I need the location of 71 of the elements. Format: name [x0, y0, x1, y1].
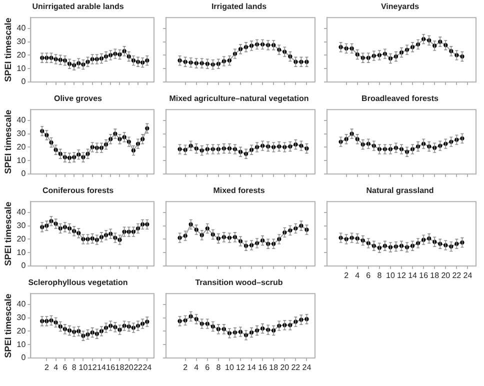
y-tick-label: 10 [16, 340, 26, 349]
chart-title: Broadleaved forests [362, 94, 440, 104]
chart-title: Sclerophyllous vegetation [28, 278, 128, 288]
y-tick-label: 30 [16, 36, 26, 46]
x-tick-label: 10 [78, 363, 88, 372]
y-tick-label: 30 [16, 220, 26, 230]
x-tick-label: 8 [72, 363, 77, 372]
y-tick-label: 10 [16, 156, 26, 165]
chart-title: Unirrigated arable lands [32, 2, 124, 12]
y-tick-label: 10 [16, 64, 26, 73]
x-tick-label: 14 [97, 363, 106, 372]
x-tick-label: 8 [216, 363, 222, 372]
chart-title: Natural grassland [366, 186, 434, 196]
y-axis-title: SPEI timescale [2, 294, 13, 358]
chart-title: Coniferous forests [42, 186, 114, 196]
x-tick-label: 18 [430, 271, 440, 280]
x-tick-label: 10 [386, 271, 396, 280]
x-tick-label: 16 [419, 271, 429, 280]
x-tick-label: 20 [124, 363, 134, 372]
x-tick-label: 6 [366, 271, 372, 280]
y-tick-label: 40 [16, 300, 26, 309]
x-tick-label: 6 [62, 363, 68, 372]
x-tick-label: 18 [269, 363, 279, 372]
chart-title: Vineyards [380, 2, 420, 12]
x-tick-label: 2 [344, 271, 350, 280]
x-tick-label: 12 [236, 363, 246, 372]
y-tick-label: 20 [16, 142, 26, 152]
x-tick-label: 4 [194, 363, 200, 372]
y-tick-label: 0 [21, 353, 26, 362]
x-tick-label: 2 [183, 363, 188, 372]
x-tick-label: 12 [397, 271, 406, 280]
y-axis-title: SPEI timescale [2, 18, 13, 82]
chart-title: Transition wood–scrub [195, 278, 283, 288]
x-tick-label: 24 [463, 271, 473, 280]
x-tick-label: 6 [205, 363, 210, 372]
chart-title: Mixed agriculture–natural vegetation [169, 94, 309, 104]
x-tick-label: 20 [280, 363, 290, 372]
x-tick-label: 14 [247, 363, 257, 372]
y-tick-label: 20 [16, 326, 26, 336]
y-tick-label: 20 [16, 234, 26, 244]
y-tick-label: 10 [16, 248, 26, 257]
x-tick-label: 10 [225, 363, 234, 372]
x-tick-label: 24 [142, 363, 152, 372]
y-tick-label: 40 [16, 24, 26, 33]
y-tick-label: 40 [16, 208, 26, 217]
x-tick-label: 12 [88, 363, 98, 372]
x-tick-label: 20 [441, 271, 451, 280]
x-tick-label: 22 [134, 363, 144, 372]
x-tick-label: 16 [258, 363, 268, 372]
y-tick-label: 30 [16, 128, 26, 138]
x-tick-label: 4 [54, 363, 59, 372]
x-tick-label: 16 [106, 363, 116, 372]
chart-title: Irrigated lands [211, 2, 268, 12]
x-tick-label: 22 [452, 271, 462, 280]
y-tick-label: 0 [21, 261, 26, 270]
chart-title: Olive groves [54, 94, 103, 104]
chart-title: Mixed forests [213, 186, 266, 196]
x-tick-label: 4 [355, 271, 360, 280]
x-tick-label: 18 [115, 363, 125, 372]
x-tick-label: 22 [291, 363, 301, 372]
x-tick-label: 24 [302, 363, 312, 372]
x-tick-label: 2 [44, 363, 50, 372]
x-tick-label: 14 [408, 271, 418, 280]
y-tick-label: 0 [21, 77, 26, 86]
y-tick-label: 0 [21, 169, 26, 178]
y-tick-label: 20 [16, 50, 26, 60]
y-axis-title: SPEI timescale [2, 110, 13, 174]
y-tick-label: 30 [16, 312, 26, 322]
y-tick-label: 40 [16, 116, 26, 125]
x-tick-label: 8 [377, 271, 382, 280]
y-axis-title: SPEI timescale [2, 202, 13, 266]
